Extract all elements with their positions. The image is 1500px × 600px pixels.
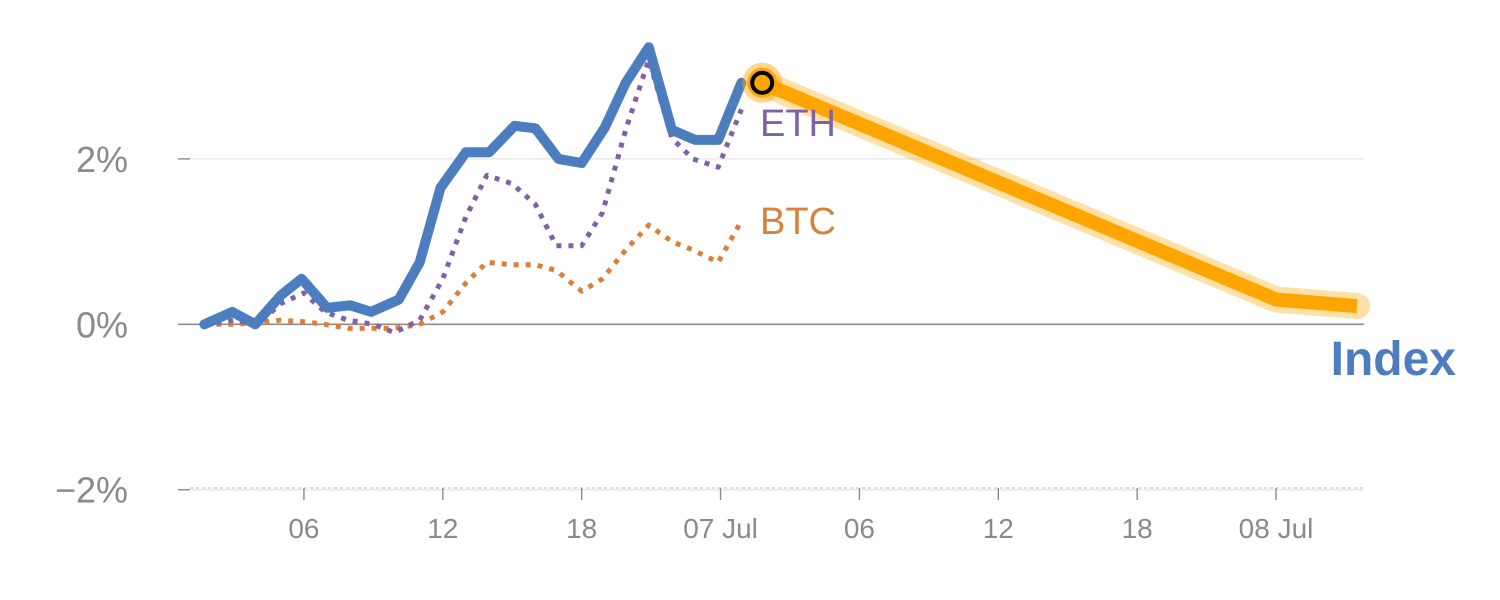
marker-dot xyxy=(750,70,775,95)
x-tick-label: 12 xyxy=(427,513,458,544)
x-tick-label: 06 xyxy=(844,513,875,544)
y-tick-label: 2% xyxy=(76,139,128,180)
series-label-index: Index xyxy=(1331,333,1457,386)
highlight-line xyxy=(759,76,1358,314)
x-tick-label: 06 xyxy=(288,513,319,544)
series-line-btc xyxy=(204,219,744,331)
x-tick-label: 12 xyxy=(983,513,1014,544)
series-label-btc: BTC xyxy=(760,201,836,243)
series-labels: ETH BTC Index xyxy=(760,103,1456,386)
y-axis: 2% 0% −2% xyxy=(55,139,128,511)
series-line-eth xyxy=(204,57,744,336)
current-point-marker xyxy=(742,62,783,103)
series-label-eth: ETH xyxy=(760,103,836,145)
x-tick-label: 18 xyxy=(566,513,597,544)
series-lines xyxy=(199,42,1371,336)
x-tick-label: 08 Jul xyxy=(1239,513,1314,544)
series-line-index xyxy=(199,42,747,330)
y-tick-label: −2% xyxy=(55,470,128,511)
y-tick-label: 0% xyxy=(76,304,128,345)
x-tick-label: 07 Jul xyxy=(683,513,758,544)
x-tick-label: 18 xyxy=(1122,513,1153,544)
x-axis: 06 12 18 07 Jul 06 12 18 08 Jul xyxy=(288,488,1313,544)
